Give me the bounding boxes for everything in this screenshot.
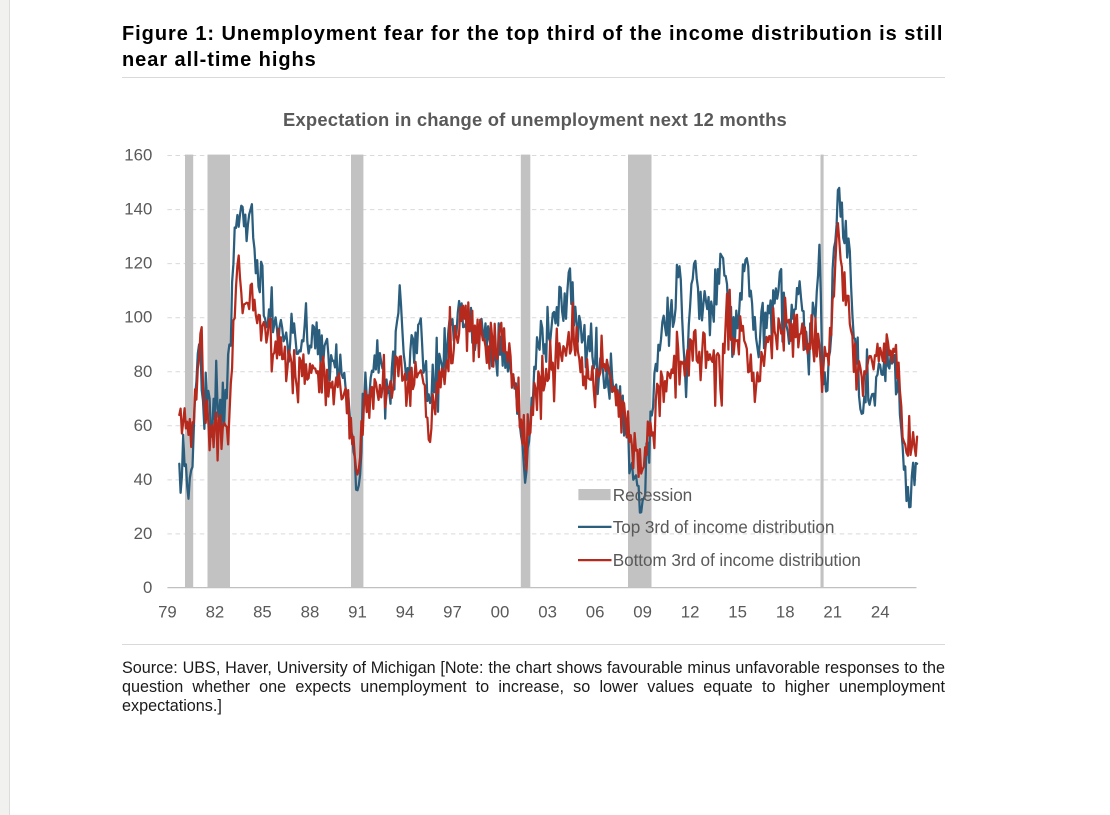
svg-text:80: 80 [134, 362, 153, 381]
svg-text:60: 60 [134, 416, 153, 435]
svg-text:06: 06 [586, 602, 605, 621]
svg-text:Bottom 3rd of income distribut: Bottom 3rd of income distribution [613, 550, 861, 570]
svg-text:40: 40 [134, 470, 153, 489]
svg-text:120: 120 [124, 254, 152, 273]
svg-text:12: 12 [681, 602, 700, 621]
svg-text:00: 00 [491, 602, 510, 621]
svg-text:Top 3rd of income distribution: Top 3rd of income distribution [613, 517, 835, 537]
svg-text:160: 160 [124, 146, 152, 165]
svg-text:20: 20 [134, 524, 153, 543]
svg-text:21: 21 [823, 602, 842, 621]
svg-text:03: 03 [538, 602, 557, 621]
svg-text:94: 94 [396, 602, 415, 621]
svg-text:24: 24 [871, 602, 890, 621]
svg-text:15: 15 [728, 602, 747, 621]
svg-text:140: 140 [124, 200, 152, 219]
svg-text:Recession: Recession [613, 485, 692, 505]
svg-text:18: 18 [776, 602, 795, 621]
svg-text:91: 91 [348, 602, 367, 621]
svg-text:97: 97 [443, 602, 462, 621]
svg-text:09: 09 [633, 602, 652, 621]
svg-text:82: 82 [206, 602, 225, 621]
svg-text:79: 79 [158, 602, 177, 621]
svg-text:100: 100 [124, 308, 152, 327]
svg-text:88: 88 [301, 602, 320, 621]
svg-text:85: 85 [253, 602, 272, 621]
svg-text:Expectation in change of unemp: Expectation in change of unemployment ne… [283, 109, 787, 130]
svg-text:0: 0 [143, 578, 152, 597]
